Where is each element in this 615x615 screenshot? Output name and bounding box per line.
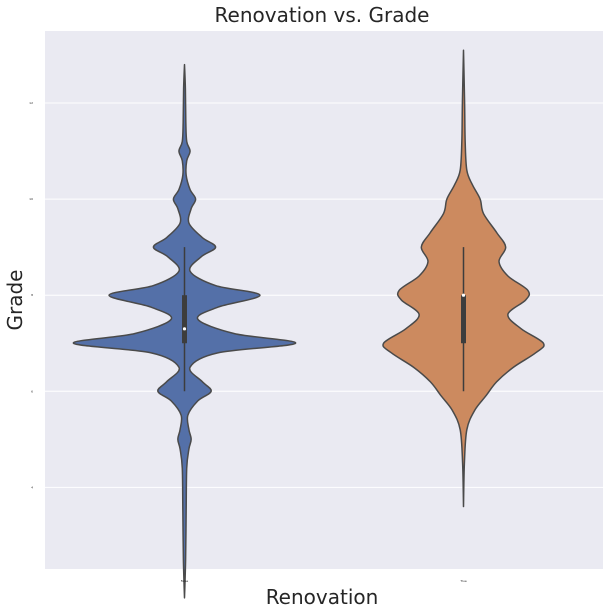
- chart-title: Renovation vs. Grade: [215, 3, 430, 27]
- y-tick-label-8: 8: [31, 293, 33, 297]
- y-tick-label-12: 12: [29, 101, 33, 105]
- median-dot-false: [182, 327, 187, 331]
- y-tick-label-10: 10: [29, 197, 33, 201]
- x-tick-label-true: True: [459, 579, 467, 583]
- y-tick-label-4: 4: [31, 485, 33, 489]
- x-tick-label-false: False: [181, 579, 189, 583]
- iqr-box-false: [182, 295, 187, 344]
- x-tick-labels: False True: [181, 579, 467, 583]
- violins: [72, 49, 545, 599]
- median-dot-true: [461, 293, 466, 297]
- y-axis-label: Grade: [3, 270, 27, 331]
- y-tick-labels: 4 6 8 10 12: [29, 101, 33, 489]
- y-tick-label-6: 6: [31, 389, 33, 393]
- iqr-box-true: [461, 295, 466, 344]
- x-axis-label: Renovation: [266, 585, 379, 609]
